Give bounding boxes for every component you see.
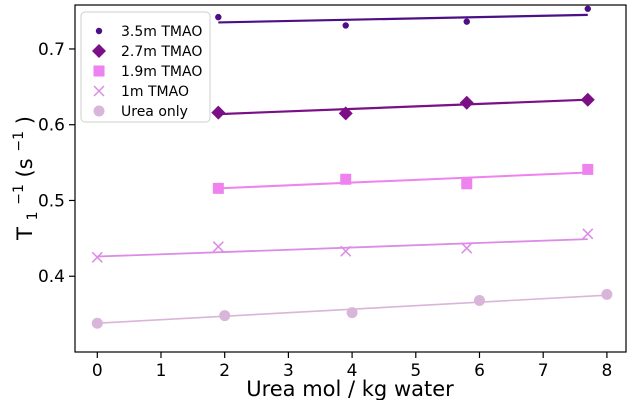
legend-label: Urea only [121, 104, 188, 120]
data-point [582, 228, 594, 240]
data-point [212, 241, 224, 253]
data-point [91, 317, 103, 329]
legend-label: 3.5m TMAO [121, 24, 202, 40]
x-axis: 0 1 2 3 4 5 6 7 8 [92, 352, 612, 381]
data-point [580, 92, 595, 107]
legend-marker [93, 85, 105, 97]
data-point [461, 178, 473, 190]
data-point [459, 95, 474, 110]
x-tick-label: 6 [474, 361, 485, 381]
data-point [601, 288, 613, 300]
data-point [342, 22, 349, 29]
legend-marker [92, 44, 106, 58]
x-tick-label: 4 [347, 361, 358, 381]
y-tick-label: 0.5 [38, 191, 65, 211]
fit-line [218, 13, 588, 24]
x-tick-label: 7 [538, 361, 549, 381]
y-axis-label-unit-close: ) [13, 116, 37, 124]
y-axis-label: T 1 −1 (s −1 ) [4, 116, 42, 241]
data-point [91, 251, 103, 263]
y-axis-label-unit-sup: −1 [11, 131, 27, 152]
data-points [91, 5, 613, 329]
legend-label: 2.7m TMAO [121, 44, 202, 60]
fit-line [218, 98, 588, 116]
y-axis: 0.4 0.5 0.6 0.7 [38, 40, 75, 287]
data-point [211, 105, 226, 120]
data-point [212, 182, 224, 194]
y-tick-label: 0.6 [38, 116, 65, 136]
x-tick-label: 3 [283, 361, 294, 381]
x-tick-label: 0 [92, 361, 103, 381]
y-axis-label-sub: 1 [25, 211, 41, 220]
y-axis-label-unit-open: (s [13, 158, 37, 177]
plot-frame [74, 4, 627, 353]
x-tick-label: 2 [219, 361, 230, 381]
data-point [340, 173, 352, 185]
x-axis-label: Urea mol / kg water [246, 377, 454, 400]
legend-marker [95, 27, 103, 35]
data-point [461, 242, 473, 254]
data-point [463, 18, 470, 25]
x-tick-label: 1 [156, 361, 167, 381]
y-tick-label: 0.7 [38, 40, 65, 60]
y-tick-label: 0.4 [38, 267, 65, 287]
legend-marker [93, 105, 105, 117]
data-point [346, 307, 358, 319]
fit-line [218, 171, 588, 190]
x-tick-label: 8 [601, 361, 612, 381]
data-point [340, 245, 352, 257]
data-point [584, 5, 591, 12]
data-point [219, 310, 231, 322]
data-point [582, 163, 594, 175]
legend: 3.5m TMAO 2.7m TMAO 1.9m TMAO 1m TMAO Urea o… [80, 11, 211, 123]
legend-box [80, 11, 211, 123]
x-tick-label: 5 [410, 361, 421, 381]
y-axis-label-sup: −1 [11, 184, 27, 205]
data-point [338, 106, 353, 121]
legend-label: 1m TMAO [121, 84, 189, 100]
data-point [473, 294, 485, 306]
legend-marker [93, 65, 105, 77]
data-point [215, 13, 222, 21]
y-axis-label-base: T [13, 227, 37, 241]
legend-label: 1.9m TMAO [121, 64, 202, 80]
